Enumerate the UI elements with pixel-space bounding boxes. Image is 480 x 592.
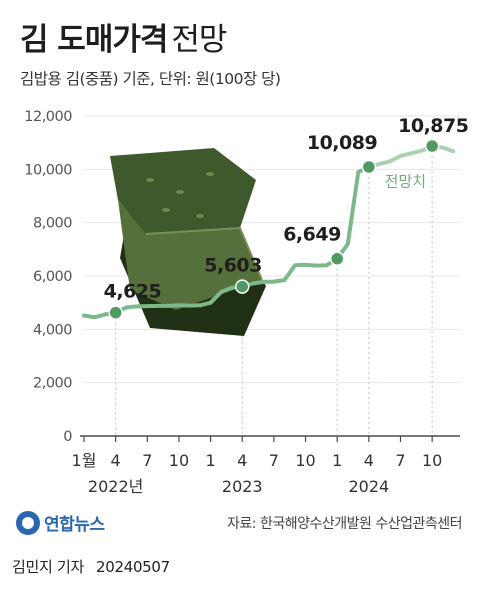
actual-series-line bbox=[82, 165, 371, 320]
seaweed-speck bbox=[146, 178, 154, 182]
y-tick-label: 8,000 bbox=[33, 216, 72, 232]
x-tick-label: 10 bbox=[295, 451, 315, 470]
x-tick-label: 7 bbox=[269, 451, 279, 470]
seaweed-speck bbox=[196, 214, 204, 218]
forecast-series-line bbox=[366, 144, 456, 169]
y-tick-label: 4,000 bbox=[33, 322, 72, 338]
chart-subtitle: 김밥용 김(중품) 기준, 단위: 원(100장 당) bbox=[20, 70, 281, 88]
byline: 김민지 기자 20240507 bbox=[12, 556, 170, 577]
data-point-marker bbox=[361, 159, 377, 175]
y-tick-label: 10,000 bbox=[24, 162, 72, 178]
data-point-marker bbox=[235, 279, 250, 294]
seaweed-sheet-front bbox=[118, 200, 262, 310]
data-value-label: 10,089 bbox=[307, 132, 377, 154]
x-tick-label: 1월 bbox=[72, 451, 97, 470]
y-tick-label: 12,000 bbox=[24, 109, 72, 125]
x-tick-label: 7 bbox=[142, 451, 152, 470]
x-tick-label: 1 bbox=[206, 451, 216, 470]
data-value-label: 10,875 bbox=[398, 115, 468, 137]
data-point-marker bbox=[108, 305, 123, 320]
price-line-chart: 0 2,000 4,000 6,000 8,000 10,000 12,000 1월 4 7 10 1… bbox=[24, 109, 469, 496]
logo-text: 연합뉴스 bbox=[44, 515, 105, 535]
title-main: 김 도매가격 bbox=[20, 22, 168, 58]
y-tick-label: 0 bbox=[63, 429, 72, 445]
chart-title: 김 도매가격 전망 bbox=[20, 14, 227, 59]
publish-date: 20240507 bbox=[95, 558, 170, 576]
x-tick-label: 10 bbox=[169, 451, 189, 470]
y-tick-label: 6,000 bbox=[33, 269, 72, 285]
data-point-marker bbox=[329, 251, 345, 266]
y-tick-label: 2,000 bbox=[33, 376, 72, 392]
title-suffix: 전망 bbox=[171, 22, 227, 58]
data-value-label: 6,649 bbox=[283, 224, 341, 246]
year-label: 2023 bbox=[222, 477, 263, 496]
x-tick-label: 4 bbox=[237, 451, 247, 470]
x-tick-label: 7 bbox=[395, 451, 405, 470]
seaweed-edge bbox=[145, 226, 263, 281]
yonhap-logo-icon bbox=[16, 510, 40, 535]
data-value-label: 4,625 bbox=[104, 281, 162, 303]
seaweed-speck bbox=[206, 172, 214, 176]
seaweed-speck bbox=[176, 190, 184, 194]
data-value-label: 5,603 bbox=[204, 255, 262, 277]
seaweed-speck bbox=[162, 208, 170, 212]
source-note: 자료: 한국해양수산개발원 수산업관측센터 bbox=[227, 516, 462, 532]
x-tick-label: 4 bbox=[364, 451, 374, 470]
year-label: 2024 bbox=[348, 477, 389, 496]
data-point-marker bbox=[424, 138, 440, 154]
reporter-name: 김민지 기자 bbox=[12, 558, 84, 576]
forecast-label: 전망치 bbox=[385, 173, 426, 191]
yonhap-logo: 연합뉴스 bbox=[16, 510, 105, 535]
x-tick-label: 4 bbox=[111, 451, 121, 470]
x-tick-label: 10 bbox=[422, 451, 442, 470]
year-label: 2022년 bbox=[88, 477, 143, 496]
x-tick-label: 1 bbox=[332, 451, 342, 470]
